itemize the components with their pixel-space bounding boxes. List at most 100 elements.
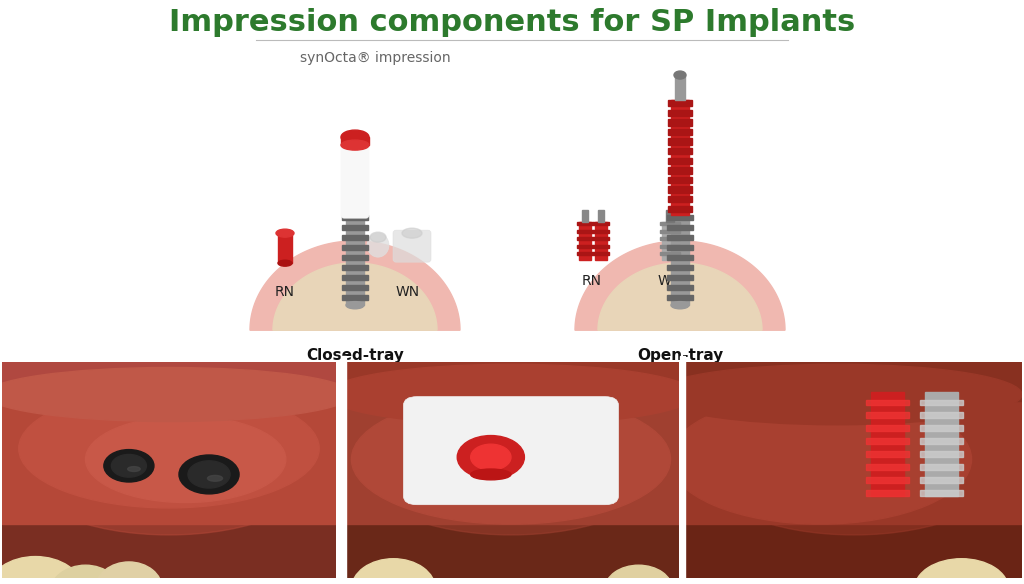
Bar [671, 215, 689, 305]
Bar [865, 412, 909, 418]
Ellipse shape [370, 232, 386, 242]
Bar [668, 265, 692, 270]
Bar [593, 222, 609, 225]
Bar [920, 464, 964, 470]
Bar [920, 399, 964, 405]
Ellipse shape [670, 395, 972, 524]
Bar [660, 222, 680, 225]
Bar [342, 275, 368, 280]
Bar [671, 100, 689, 215]
Polygon shape [250, 241, 460, 330]
Bar [2, 362, 336, 401]
Bar [593, 252, 609, 255]
Ellipse shape [605, 565, 672, 584]
Bar [660, 245, 680, 248]
Bar [668, 255, 692, 260]
Bar [660, 230, 680, 232]
Bar [660, 237, 680, 240]
Ellipse shape [346, 301, 364, 309]
Bar [577, 245, 593, 248]
Polygon shape [575, 241, 785, 330]
Circle shape [188, 461, 230, 488]
Circle shape [179, 455, 239, 494]
Bar [668, 110, 692, 116]
Ellipse shape [359, 405, 663, 535]
Bar [342, 285, 368, 290]
Bar [342, 225, 368, 230]
Bar [675, 75, 685, 100]
Bar [865, 399, 909, 405]
Bar [925, 392, 958, 496]
Ellipse shape [86, 416, 286, 502]
Bar [865, 477, 909, 483]
Circle shape [458, 436, 524, 479]
Bar [593, 245, 609, 248]
Text: WN: WN [658, 274, 682, 288]
Bar [666, 210, 674, 222]
Circle shape [112, 454, 146, 477]
Text: Impression components for SP Implants: Impression components for SP Implants [169, 8, 855, 37]
Text: Open-tray: Open-tray [637, 348, 723, 363]
Bar [343, 362, 679, 401]
Bar [342, 255, 368, 260]
Bar [577, 222, 593, 225]
Bar [668, 119, 692, 126]
Ellipse shape [18, 389, 319, 508]
Ellipse shape [674, 71, 686, 79]
Text: RN: RN [275, 285, 295, 299]
Bar [278, 233, 292, 263]
Ellipse shape [341, 130, 369, 144]
Bar [668, 100, 692, 106]
Bar [668, 196, 692, 203]
Bar [668, 177, 692, 183]
Bar [668, 225, 692, 230]
Ellipse shape [702, 405, 1006, 535]
Ellipse shape [652, 364, 1022, 425]
Bar [577, 237, 593, 240]
Ellipse shape [367, 233, 389, 257]
Bar [342, 265, 368, 270]
Ellipse shape [276, 229, 294, 237]
Bar [579, 222, 591, 260]
Text: Closed-tray: Closed-tray [306, 348, 403, 363]
Bar [668, 186, 692, 193]
Bar [920, 451, 964, 457]
Bar [920, 426, 964, 431]
Bar [686, 362, 1022, 401]
Bar [668, 285, 692, 290]
Ellipse shape [351, 559, 435, 584]
Bar [865, 464, 909, 470]
Ellipse shape [0, 557, 82, 584]
Bar [668, 148, 692, 154]
Circle shape [103, 450, 154, 482]
Bar [577, 230, 593, 232]
Polygon shape [598, 263, 762, 330]
Bar [668, 129, 692, 135]
Ellipse shape [327, 364, 695, 425]
Bar [342, 295, 368, 300]
Ellipse shape [351, 395, 671, 524]
Bar [920, 439, 964, 444]
Bar [668, 167, 692, 173]
Bar [865, 426, 909, 431]
Bar [865, 451, 909, 457]
Bar [595, 222, 607, 260]
Bar [668, 245, 692, 250]
Ellipse shape [671, 301, 689, 309]
Ellipse shape [128, 467, 140, 471]
Ellipse shape [0, 367, 352, 422]
Bar [582, 210, 588, 222]
Bar [668, 138, 692, 145]
Bar [660, 252, 680, 255]
Bar [865, 491, 909, 496]
Circle shape [471, 444, 511, 470]
Bar [920, 412, 964, 418]
Bar [920, 477, 964, 483]
Bar [343, 362, 679, 524]
Bar [870, 392, 904, 496]
Bar [346, 215, 364, 305]
Ellipse shape [18, 405, 319, 535]
Bar [2, 362, 336, 524]
Bar [668, 275, 692, 280]
Bar [598, 210, 604, 222]
